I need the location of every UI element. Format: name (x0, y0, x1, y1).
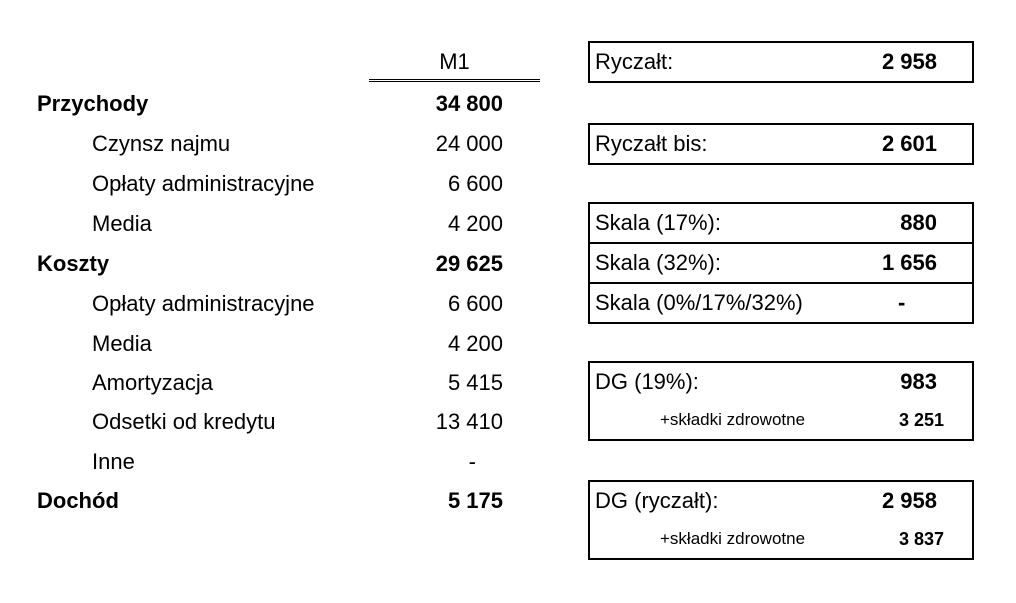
row-label: Czynsz najmu (92, 131, 231, 156)
dg-ryczalt-label: DG (ryczałt): (595, 488, 719, 513)
box-dg19: DG (19%): 983 +składki zdrowotne 3 251 (588, 361, 974, 441)
dg-ryczalt-sub-value: 3 837 (898, 529, 944, 549)
row-label: Amortyzacja (92, 370, 214, 395)
dg-ryczalt-value: 2 958 (881, 488, 937, 513)
box-ryczalt: Ryczałt: 2 958 (588, 41, 974, 83)
dg19-value: 983 (900, 369, 937, 394)
skala-mix-value: - (898, 290, 906, 315)
ryczalt-label: Ryczałt: (595, 49, 674, 74)
ryczalt-value: 2 958 (881, 49, 937, 74)
row-label: Inne (92, 449, 135, 474)
row-value: 24 000 (435, 131, 503, 156)
double-underline (369, 79, 540, 82)
box-skala: Skala (17%): 880 Skala (32%): 1 656 Skala … (588, 202, 974, 324)
row-label: Koszty (37, 251, 110, 276)
row-label: Dochód (37, 488, 119, 513)
row-value: 29 625 (435, 251, 503, 276)
row-value: 34 800 (435, 91, 503, 116)
ryczalt-bis-label: Ryczałt bis: (595, 131, 708, 156)
skala17-label: Skala (17%): (595, 210, 721, 235)
skala32-label: Skala (32%): (595, 250, 721, 275)
column-header-m1: M1 (439, 49, 470, 74)
row-label: Media (92, 211, 152, 236)
dg-ryczalt-sub-label: +składki zdrowotne (660, 529, 806, 548)
box-ryczalt-bis: Ryczałt bis: 2 601 (588, 123, 974, 165)
skala17-value: 880 (900, 210, 937, 235)
row-label: Opłaty administracyjne (92, 171, 315, 196)
row-value: 13 410 (435, 409, 503, 434)
row-label: Przychody (37, 91, 149, 116)
row-value: 5 175 (447, 488, 503, 513)
row-value: 6 600 (447, 171, 503, 196)
row-value: 4 200 (447, 331, 503, 356)
row-value: 4 200 (447, 211, 503, 236)
row-value: 6 600 (447, 291, 503, 316)
box-dg-ryczalt: DG (ryczałt): 2 958 +składki zdrowotne 3 8… (588, 480, 974, 560)
skala32-value: 1 656 (881, 250, 937, 275)
ryczalt-bis-value: 2 601 (881, 131, 937, 156)
row-value: - (468, 449, 476, 474)
row-value: 5 415 (447, 370, 503, 395)
row-label: Odsetki od kredytu (92, 409, 276, 434)
row-label: Media (92, 331, 152, 356)
dg19-sub-value: 3 251 (898, 410, 944, 430)
dg19-label: DG (19%): (595, 369, 699, 394)
row-label: Opłaty administracyjne (92, 291, 315, 316)
dg19-sub-label: +składki zdrowotne (660, 410, 806, 429)
skala-mix-label: Skala (0%/17%/32%) (595, 290, 803, 315)
